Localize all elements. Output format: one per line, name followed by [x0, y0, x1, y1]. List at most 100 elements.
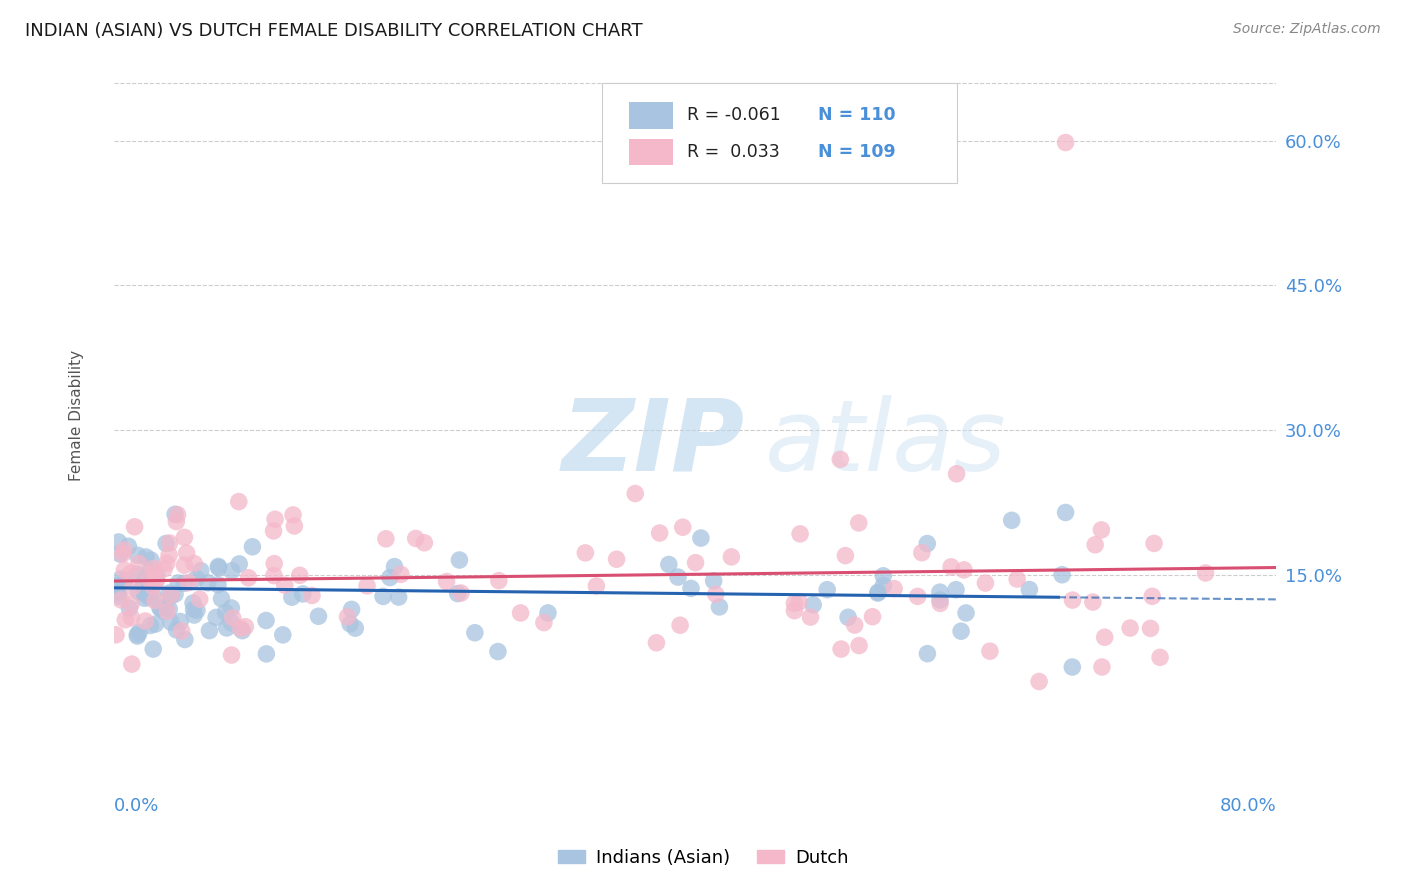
Point [165, 508, 187, 522]
Text: Source: ZipAtlas.com: Source: ZipAtlas.com [1233, 22, 1381, 37]
Point [955, 606, 977, 620]
Point [685, 556, 707, 570]
Point [283, 519, 305, 533]
Point [181, 596, 204, 610]
Text: ZIP: ZIP [561, 395, 744, 491]
Point [107, 590, 129, 604]
Point [136, 571, 159, 585]
Point [221, 615, 243, 630]
Point [1091, 660, 1114, 674]
Point [263, 524, 285, 538]
Point [288, 568, 311, 582]
Point [160, 615, 183, 629]
Point [155, 536, 177, 550]
Point [953, 563, 976, 577]
Point [450, 586, 472, 600]
Point [254, 647, 277, 661]
Point [509, 606, 531, 620]
Point [153, 605, 176, 619]
Point [374, 532, 396, 546]
Point [449, 553, 471, 567]
Point [801, 598, 824, 612]
Point [787, 595, 810, 609]
Point [945, 467, 967, 481]
Point [709, 599, 731, 614]
Point [186, 571, 208, 585]
Point [173, 632, 195, 647]
Point [221, 648, 243, 662]
Point [834, 549, 856, 563]
Point [866, 586, 889, 600]
Point [339, 616, 361, 631]
Point [868, 585, 890, 599]
Text: atlas: atlas [765, 395, 1007, 491]
Point [378, 570, 401, 584]
Point [388, 590, 411, 604]
Point [1094, 630, 1116, 644]
Point [911, 546, 934, 560]
Point [105, 579, 128, 593]
Point [837, 610, 859, 624]
Point [883, 582, 905, 596]
Point [669, 618, 692, 632]
Point [830, 452, 852, 467]
Point [1084, 538, 1107, 552]
Point [929, 593, 952, 607]
Point [183, 608, 205, 623]
Point [127, 584, 149, 599]
Point [830, 642, 852, 657]
Text: R = -0.061: R = -0.061 [688, 106, 780, 125]
Text: R =  0.033: R = 0.033 [688, 143, 779, 161]
Point [263, 557, 285, 571]
Point [159, 588, 181, 602]
Point [533, 615, 555, 630]
Point [1081, 595, 1104, 609]
Point [198, 624, 221, 638]
Point [132, 574, 155, 588]
Point [1062, 660, 1084, 674]
Point [186, 603, 208, 617]
Point [142, 566, 165, 580]
Point [208, 560, 231, 574]
Point [110, 592, 132, 607]
Point [979, 644, 1001, 658]
Point [301, 589, 323, 603]
Point [645, 636, 668, 650]
Point [720, 549, 742, 564]
Point [658, 558, 681, 572]
Point [139, 576, 162, 591]
Point [274, 578, 297, 592]
Point [231, 624, 253, 638]
Point [153, 600, 176, 615]
Point [242, 540, 264, 554]
Point [1062, 593, 1084, 607]
Point [848, 516, 870, 530]
Point [121, 580, 143, 594]
Point [134, 591, 156, 606]
Point [138, 587, 160, 601]
Point [149, 601, 172, 615]
Point [177, 575, 200, 590]
Point [574, 546, 596, 560]
Point [704, 587, 727, 601]
Point [945, 582, 967, 597]
Point [815, 582, 838, 597]
Point [308, 609, 330, 624]
Point [413, 535, 436, 549]
Point [389, 567, 412, 582]
Point [132, 578, 155, 592]
Point [107, 535, 129, 549]
Point [111, 547, 134, 561]
Point [160, 589, 183, 603]
Point [124, 520, 146, 534]
Point [165, 587, 187, 601]
Text: Female Disability: Female Disability [69, 351, 84, 482]
Point [488, 574, 510, 588]
Point [173, 530, 195, 544]
Point [214, 605, 236, 619]
Point [690, 531, 713, 545]
Point [165, 515, 187, 529]
Point [254, 614, 277, 628]
Point [159, 536, 181, 550]
Point [1050, 567, 1073, 582]
